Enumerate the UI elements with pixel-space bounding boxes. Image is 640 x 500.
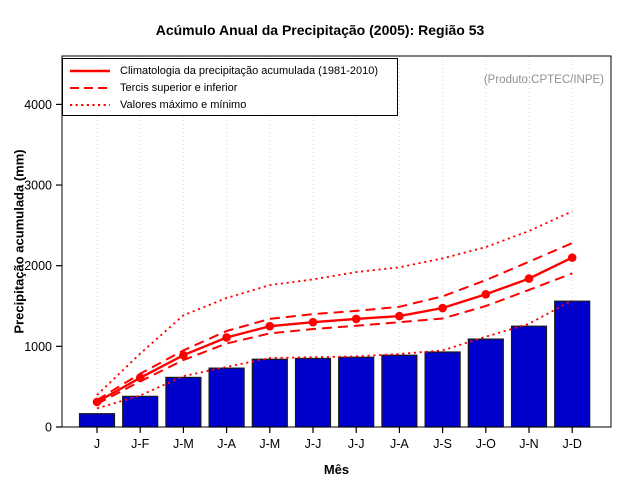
climatologia-da-precipita-o-acumulada-1981-2010--line <box>96 256 573 404</box>
x-tick-label: J-F <box>131 437 149 451</box>
climatology-point <box>438 303 447 313</box>
x-tick-label: J-A <box>217 437 236 451</box>
plot-box <box>61 55 612 428</box>
x-tick-label: J-D <box>562 437 581 451</box>
climatology-point <box>524 274 534 283</box>
climatology-point <box>351 314 361 324</box>
climatology-point <box>222 333 231 342</box>
x-axis: J J-F J-M J-A J-M J-J J-J J-A J-S J-O J-N J-D <box>94 427 582 451</box>
x-tick-label: J-A <box>390 437 409 451</box>
x-tick-label: J-O <box>476 437 496 451</box>
bar-J-A <box>381 354 418 428</box>
producer-note: (Produto:CPTEC/INPE) <box>483 74 604 86</box>
legend-solid-line-icon <box>70 69 110 72</box>
y-axis: 0 1000 2000 3000 4000 <box>24 98 62 435</box>
x-tick-label: J-S <box>433 437 452 451</box>
climatology-point <box>179 350 188 360</box>
climatology-point <box>395 311 404 321</box>
y-tick-label: 1000 <box>24 340 52 354</box>
climatology-point <box>308 317 318 327</box>
climatology-point <box>567 253 577 262</box>
legend-item-dotted: Valores máximo e mínimo <box>70 96 397 113</box>
bar-J-N <box>510 325 548 428</box>
x-tick-label: J-M <box>259 437 280 451</box>
bar-J-M <box>165 376 202 428</box>
y-tick-label: 2000 <box>24 259 52 273</box>
bar-J-J <box>338 356 375 428</box>
bar-J <box>78 413 116 428</box>
bar-J-A <box>208 367 245 428</box>
chart-legend: Climatologia da precipitação acumulada (… <box>62 58 398 116</box>
y-tick-label: 3000 <box>24 179 52 193</box>
chart-title: Acúmulo Anual da Precipitação (2005): Re… <box>155 22 485 38</box>
bar-J-J <box>294 357 332 428</box>
legend-item-label: Climatologia da precipitação acumulada (… <box>120 64 379 77</box>
bar-J-S <box>424 351 461 428</box>
x-tick-label: J-M <box>173 437 194 451</box>
y-tick-label: 0 <box>45 421 52 435</box>
x-tick-label: J-N <box>519 437 538 451</box>
bar-J-O <box>467 338 504 428</box>
valor-m-ximo-line <box>96 210 573 396</box>
bar-J-D <box>554 300 591 428</box>
legend-item-dashed: Tercis superior e inferior <box>70 79 397 96</box>
x-axis-title: Mês <box>323 462 350 477</box>
legend-item-solid: Climatologia da precipitação acumulada (… <box>70 62 397 79</box>
y-tick-label: 4000 <box>24 98 52 112</box>
legend-dashed-line-icon <box>70 86 110 89</box>
bar-J-M <box>251 358 288 428</box>
legend-dotted-line-icon <box>70 103 110 106</box>
valor-m-nimo-line <box>96 299 573 410</box>
x-tick-label: J <box>94 437 100 451</box>
tercil-inferior-line <box>96 272 573 405</box>
legend-item-label: Valores máximo e mínimo <box>120 98 247 111</box>
bar-J-F <box>122 395 159 428</box>
climatology-point <box>265 321 275 331</box>
bars-group <box>78 300 591 428</box>
x-tick-label: J-J <box>348 437 365 451</box>
legend-item-label: Tercis superior e inferior <box>120 81 238 94</box>
climatology-points <box>92 253 577 407</box>
tercil-superior-line <box>96 242 573 401</box>
climatology-point <box>481 290 491 299</box>
y-axis-title: Precipitação acumulada (mm) <box>11 149 27 334</box>
x-tick-label: J-J <box>305 437 322 451</box>
